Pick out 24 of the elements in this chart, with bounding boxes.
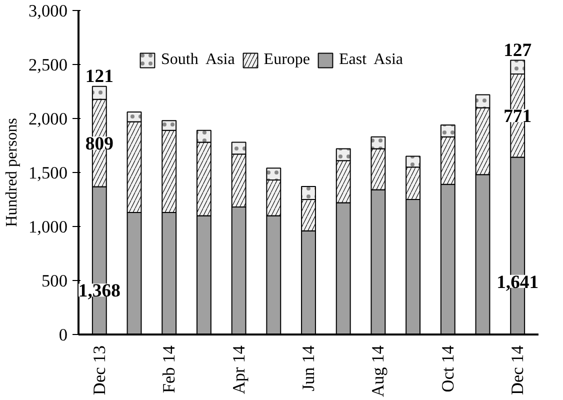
x-tick-label: Oct 14 (438, 345, 458, 392)
y-tick-label: 1,500 (28, 164, 68, 182)
y-tick-label: 2,500 (28, 56, 68, 74)
x-tick-label: Jun 14 (299, 345, 318, 392)
x-tick-label: Aug 14 (368, 345, 388, 397)
y-tick-label: 500 (42, 272, 68, 290)
y-axis-title: Hundred persons (4, 118, 21, 227)
data-label: 771 (504, 106, 532, 128)
legend-label: East Asia (339, 51, 403, 69)
data-label: 127 (504, 40, 532, 61)
y-tick-label: 3,000 (28, 2, 68, 20)
x-tick-label: Apr 14 (229, 345, 248, 394)
x-tick-label: Dec 14 (508, 345, 528, 396)
legend-label: South Asia (161, 51, 235, 69)
legend-label: Europe (264, 51, 310, 69)
data-label: 1,641 (496, 272, 539, 293)
data-label: 121 (85, 66, 114, 87)
data-label: 1,368 (78, 280, 120, 302)
x-tick-label: Feb 14 (160, 345, 179, 394)
data-label: 809 (85, 134, 114, 155)
y-tick-label: 1,000 (28, 218, 68, 236)
y-tick-label: 0 (58, 326, 68, 344)
y-tick-label: 2,000 (28, 110, 68, 128)
x-tick-label: Dec 13 (90, 345, 109, 396)
